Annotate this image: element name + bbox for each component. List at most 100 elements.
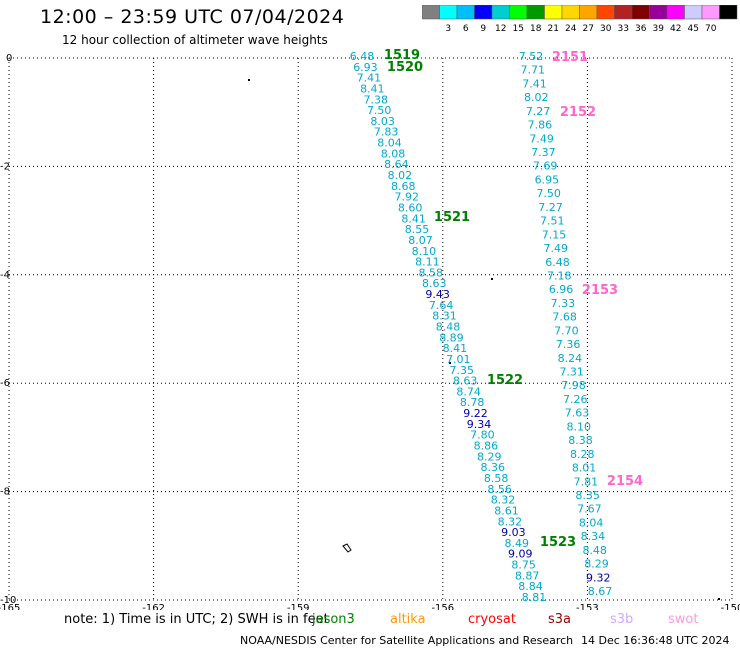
wave-height-value: 7.27: [538, 201, 563, 214]
satellite-legend-swot: swot: [668, 612, 699, 627]
wave-height-value: 8.63: [422, 277, 447, 290]
pass-number-label: 1519: [384, 48, 420, 63]
colorbar-tick-label: 27: [583, 24, 594, 34]
lat-tick-label: -6: [0, 378, 10, 389]
wave-height-value: 7.71: [521, 64, 546, 77]
island-marks: [248, 79, 720, 600]
wave-height-value: 7.52: [519, 50, 544, 63]
wave-height-value: 7.01: [446, 353, 471, 366]
wave-height-value: 8.03: [370, 115, 395, 128]
colorbar-tick-label: 12: [495, 24, 506, 34]
wave-height-value: 8.07: [408, 234, 433, 247]
wave-height-value: 8.02: [388, 169, 413, 182]
wave-height-value: 9.03: [501, 526, 526, 539]
wave-height-value: 7.18: [547, 269, 572, 282]
map-subtitle: 12 hour collection of altimeter wave hei…: [62, 33, 328, 47]
lat-tick-label: -4: [0, 270, 10, 281]
wave-height-value: 8.02: [524, 91, 549, 104]
wave-height-value: 8.38: [568, 434, 593, 447]
generated-timestamp: 14 Dec 16:36:48 UTC 2024: [581, 634, 730, 647]
wave-height-value: 7.50: [536, 187, 561, 200]
wave-height-value: 7.86: [528, 119, 553, 132]
wave-height-value: 9.32: [586, 571, 611, 584]
colorbar-tick-label: 18: [530, 24, 542, 34]
colorbar-tick-label: 24: [565, 24, 577, 34]
wave-height-value: 8.29: [477, 450, 502, 463]
satellite-legend-cryosat: cryosat: [468, 612, 516, 627]
wave-height-value: 6.95: [535, 173, 560, 186]
lon-tick-label: -156: [431, 603, 454, 610]
lat-tick-label: -2: [0, 161, 10, 172]
wave-height-value: 8.24: [558, 352, 583, 365]
pass-number-label: 1521: [434, 210, 470, 225]
colorbar-tick-label: 6: [463, 24, 469, 34]
wave-height-value: 7.50: [367, 104, 392, 117]
wave-height-value: 7.83: [374, 126, 399, 139]
satellite-legend-altika: altika: [390, 612, 426, 627]
wave-height-value: 8.60: [398, 201, 423, 214]
wave-height-value: 7.38: [364, 93, 389, 106]
wave-height-value: 7.67: [577, 503, 602, 516]
colorbar-tick-label: 3: [445, 24, 451, 34]
wave-height-value: 7.31: [559, 366, 584, 379]
wave-height-value: 8.86: [474, 440, 499, 453]
lon-tick-label: -150: [721, 603, 740, 610]
wave-height-value: 7.27: [526, 105, 551, 118]
track-a: 6.486.937.418.417.387.508.037.838.048.08…: [350, 50, 547, 604]
wave-height-value: 9.09: [508, 548, 533, 561]
wave-height-value: 8.84: [518, 580, 543, 593]
wave-height-value: 7.80: [470, 429, 495, 442]
colorbar-tick-label: 15: [513, 24, 524, 34]
lon-tick-label: -159: [287, 603, 310, 610]
wave-height-value: 7.49: [544, 242, 569, 255]
colorbar-tick-label: 70: [705, 24, 717, 34]
wave-height-value: 8.34: [581, 530, 606, 543]
colorbar-tick-label: 30: [600, 24, 612, 34]
wave-height-value: 8.29: [584, 558, 609, 571]
pass-number-label: 1520: [387, 60, 423, 75]
wave-height-value: 8.10: [567, 420, 592, 433]
wave-height-value: 8.41: [443, 342, 468, 355]
wave-height-value: 8.31: [432, 310, 457, 323]
wave-height-value: 8.61: [494, 504, 519, 517]
wave-height-value: 7.98: [561, 379, 586, 392]
colorbar-tick-label: 42: [670, 24, 681, 34]
wave-height-map[interactable]: -165 -162 -159 -156 -153 -150 0 -2 -4 -6 -8 -10 6.48…: [0, 0, 740, 610]
track-b: 7.527.717.418.027.277.867.497.377.696.95…: [519, 50, 613, 598]
colorbar-tick-label: 21: [548, 24, 559, 34]
wave-height-value: 6.93: [353, 61, 378, 74]
wave-height-value: 8.04: [377, 137, 402, 150]
wave-height-value: 7.69: [533, 160, 558, 173]
wave-height-value: 7.92: [394, 191, 419, 204]
wave-height-value: 7.49: [529, 132, 554, 145]
pass-number-label: 2152: [560, 105, 596, 120]
wave-height-value: 8.48: [582, 544, 607, 557]
wave-height-value: 8.11: [415, 256, 440, 269]
wave-height-value: 9.22: [463, 407, 488, 420]
wave-height-value: 9.34: [467, 418, 492, 431]
colorbar-tick-label: 39: [653, 24, 665, 34]
wave-height-value: 8.78: [460, 396, 485, 409]
colorbar-swatch: [719, 5, 738, 20]
wave-height-value: 8.04: [579, 516, 604, 529]
wave-height-value: 8.48: [436, 321, 461, 334]
colorbar-tick-label: 36: [635, 24, 647, 34]
wave-height-value: 8.68: [391, 180, 416, 193]
wave-height-value: 7.68: [552, 311, 577, 324]
credit-line: NOAA/NESDIS Center for Satellite Applica…: [240, 634, 574, 647]
pass-number-label: 1523: [540, 535, 576, 550]
wave-height-value: 7.37: [531, 146, 556, 159]
wave-height-value: 6.48: [350, 50, 375, 63]
wave-height-value: 7.70: [554, 324, 579, 337]
colorbar-tick-label: 45: [688, 24, 699, 34]
wave-height-value: 8.01: [572, 462, 597, 475]
wave-height-value: 8.55: [405, 223, 430, 236]
lon-tick-label: -153: [576, 603, 599, 610]
wave-height-value: 7.41: [522, 77, 547, 90]
wave-height-value: 8.74: [456, 385, 481, 398]
wave-height-value: 8.28: [570, 448, 595, 461]
wave-height-value: 8.41: [401, 212, 426, 225]
wave-height-value: 8.89: [439, 331, 464, 344]
wave-height-value: 7.64: [429, 299, 454, 312]
